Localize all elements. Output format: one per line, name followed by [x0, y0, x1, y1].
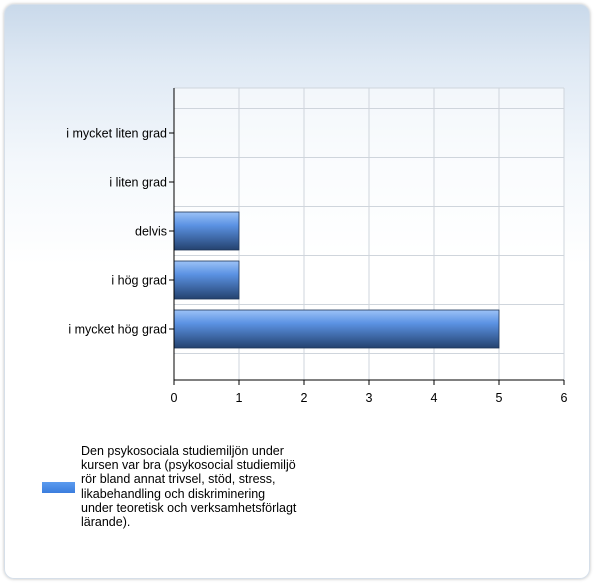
x-tick-label: 3 [366, 391, 373, 405]
y-tick-label: i mycket liten grad [66, 127, 167, 141]
legend: Den psykosociala studiemiljön under kurs… [42, 444, 302, 529]
x-tick-label: 2 [301, 391, 308, 405]
bar [173, 260, 240, 300]
x-tick-label: 0 [171, 391, 178, 405]
axes [169, 88, 565, 385]
x-tick-label: 1 [236, 391, 243, 405]
bar [173, 211, 240, 251]
x-tick-label: 4 [431, 391, 438, 405]
y-tick-label: i hög grad [111, 274, 167, 288]
y-tick-label: i mycket hög grad [68, 323, 167, 337]
x-tick-label: 6 [561, 391, 568, 405]
bar [173, 309, 500, 349]
legend-swatch [42, 482, 75, 494]
y-tick-label: delvis [135, 225, 167, 239]
bars [173, 211, 500, 349]
legend-label: Den psykosociala studiemiljön under kurs… [81, 444, 297, 530]
axis-labels: 0 1 2 3 4 5 6 i mycket liten grad i liten grad de… [66, 127, 567, 406]
y-tick-label: i liten grad [109, 176, 167, 190]
x-tick-label: 5 [496, 391, 503, 405]
